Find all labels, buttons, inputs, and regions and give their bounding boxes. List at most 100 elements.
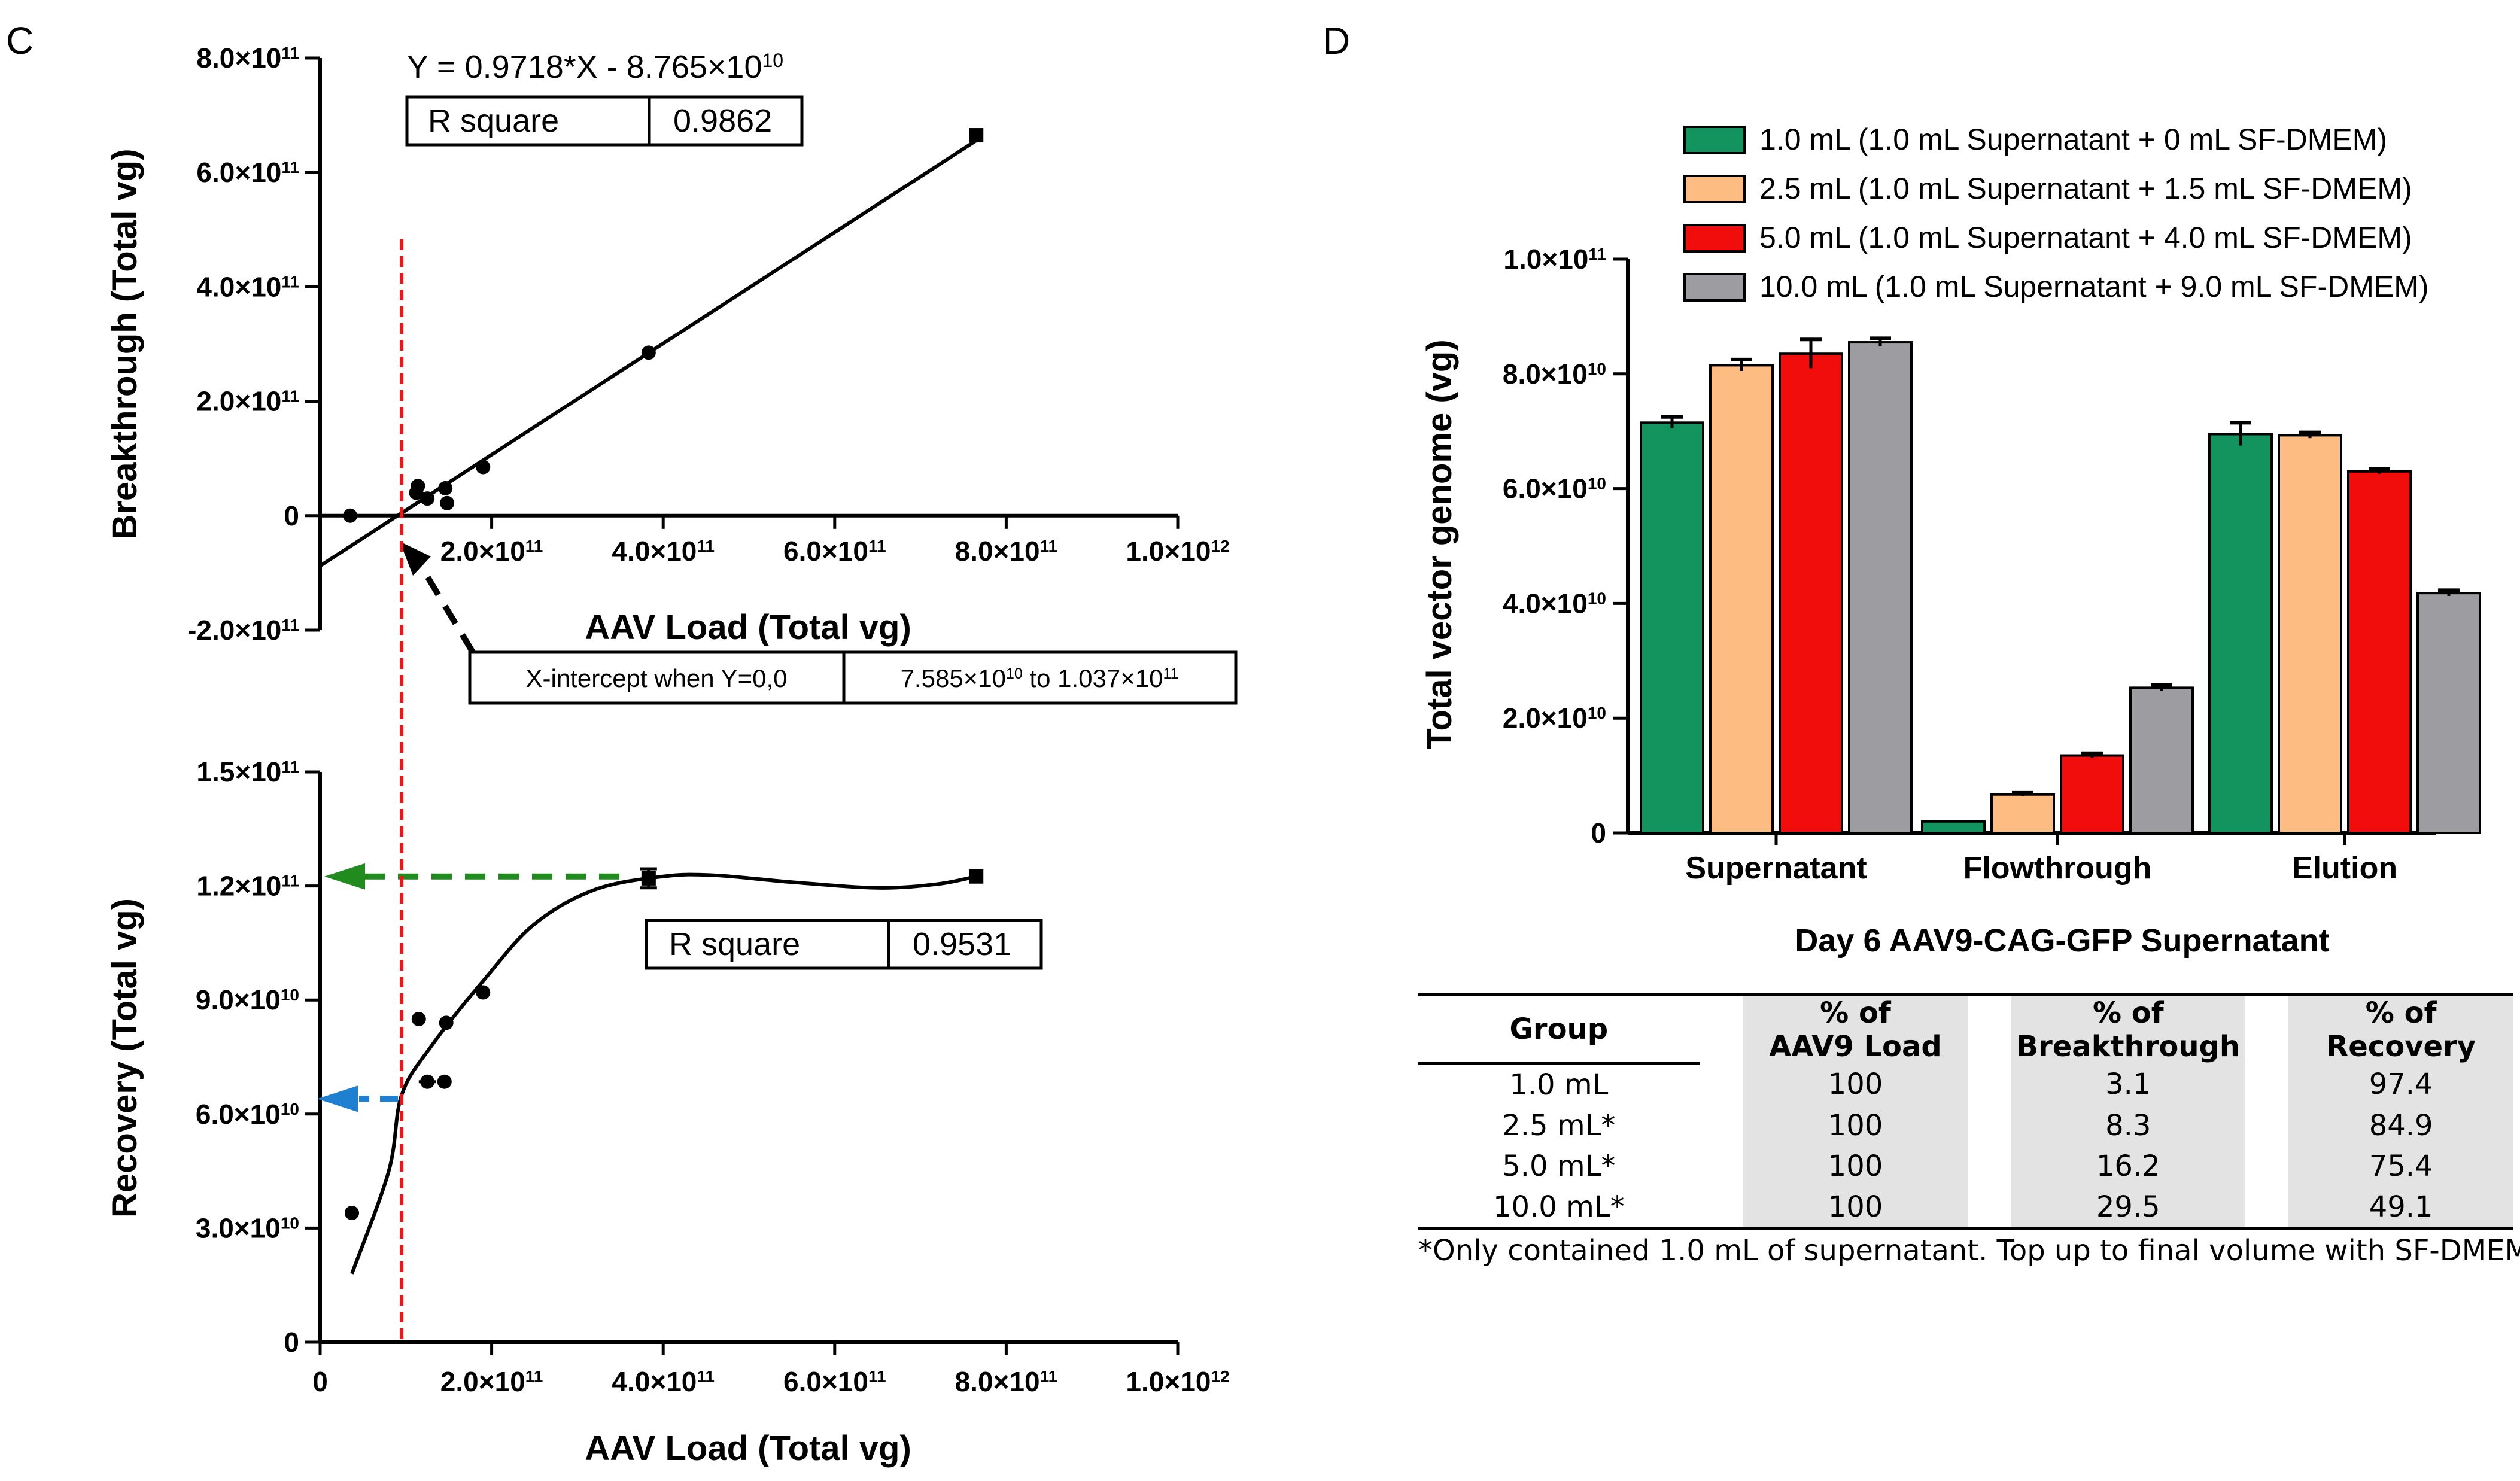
x-tick-label: 6.0×1011 (783, 536, 886, 567)
table-cell: 3.1 (2011, 1063, 2245, 1105)
bar (2347, 470, 2412, 834)
bar (2416, 592, 2481, 834)
y-tick-label: 2.0×1011 (196, 386, 299, 417)
table-cell: 49.1 (2288, 1187, 2513, 1230)
data-point (420, 491, 435, 506)
table-cell: 100 (1743, 1105, 1968, 1146)
table-cell: 100 (1743, 1146, 1968, 1187)
data-point (440, 495, 455, 510)
table-cell: 97.4 (2288, 1063, 2513, 1105)
r-square-box (405, 95, 804, 147)
data-point (641, 345, 656, 360)
x-intercept-value: 7.585×1010 to 1.037×1011 (901, 664, 1179, 692)
y-tick-label: 1.0×1011 (1503, 244, 1606, 275)
x-tick-label: 8.0×1011 (955, 536, 1058, 567)
data-point (641, 871, 656, 886)
x-axis-title: AAV Load (Total vg) (585, 608, 911, 647)
x-tick-label: 4.0×1011 (612, 536, 715, 567)
r-square-value: 0.9862 (673, 103, 772, 139)
x-intercept-label: X-intercept when Y=0,0 (525, 664, 787, 692)
data-point (476, 460, 491, 475)
chart-c-top: -2.0×1011 0 2.0×1011 4.0×1011 6.0×1011 8.0×10… (105, 42, 1238, 705)
fit-equation: Y = 0.9718*X - 8.765×1010 (407, 49, 783, 85)
arrow-head-icon (400, 542, 431, 576)
x-tick-label: Flowthrough (1963, 851, 2152, 886)
r-square-value: 0.9531 (913, 926, 1011, 962)
table-row: 2.5 mL* 100 8.3 84.9 (1418, 1105, 2513, 1146)
legend-label: 10.0 mL (1.0 mL Supernatant + 9.0 mL SF-… (1759, 270, 2429, 303)
chart-title: Day 6 AAV9-CAG-GFP Supernatant (1795, 923, 2329, 959)
data-point (411, 479, 425, 494)
data-point (969, 869, 984, 884)
r-square-label: R square (669, 926, 800, 962)
data-point (420, 1074, 435, 1089)
bar (2060, 754, 2124, 835)
y-tick-label: 8.0×1011 (196, 42, 299, 74)
legend-swatch (1683, 175, 1746, 203)
panel-label-c: C (6, 19, 34, 62)
y-tick-label: 1.5×1011 (196, 756, 299, 787)
table-cell: 1.0 mL (1418, 1062, 1700, 1105)
fit-curve (350, 872, 977, 1275)
chart-c-bottom: 0 3.0×1010 6.0×1010 9.0×1010 1.2×1011 1.5×101… (105, 756, 1230, 1468)
y-tick-label: 6.0×1010 (1503, 473, 1606, 504)
data-point (439, 1015, 454, 1030)
legend-label: 5.0 mL (1.0 mL Supernatant + 4.0 mL SF-D… (1759, 221, 2412, 254)
data-point (969, 128, 984, 143)
legend-swatch (1683, 273, 1746, 302)
bar (1848, 341, 1913, 834)
y-tick-label: 0 (284, 500, 299, 531)
y-axis-title: Recovery (Total vg) (105, 898, 144, 1218)
chart-d: 0 2.0×1010 4.0×1010 6.0×1010 8.0×1010 1.0×101… (1420, 123, 2481, 959)
blue-arrow-head-icon (317, 1085, 358, 1112)
data-point (476, 985, 491, 1000)
table-cell: 100 (1743, 1187, 1968, 1230)
y-tick-label: 6.0×1011 (196, 157, 299, 188)
y-tick-label: 4.0×1010 (1503, 588, 1606, 619)
table-cell: 5.0 mL* (1502, 1149, 1616, 1183)
y-tick-label: 9.0×1010 (196, 984, 299, 1015)
data-point (345, 1205, 360, 1220)
x-tick-label: 1.0×1012 (1126, 1366, 1229, 1397)
data-point (411, 1011, 426, 1026)
y-tick-label: 8.0×1010 (1503, 358, 1606, 390)
table-cell: 8.3 (2011, 1105, 2245, 1146)
table-row: 1.0 mL 100 3.1 97.4 (1418, 1062, 2513, 1105)
x-tick-label: Elution (2292, 851, 2397, 886)
legend-swatch (1683, 224, 1746, 253)
y-tick-label: 6.0×1010 (196, 1099, 299, 1130)
green-arrow-head-icon (324, 863, 365, 890)
x-tick-label: 8.0×1011 (955, 1366, 1058, 1397)
header-recovery: % of Recovery (2288, 993, 2513, 1063)
x-tick-label: 0 (312, 1366, 328, 1397)
table-cell: 75.4 (2288, 1146, 2513, 1187)
header-group: Group (1418, 993, 1700, 1063)
table-cell: 29.5 (2011, 1187, 2245, 1230)
table-row: 5.0 mL* 100 16.2 75.4 (1418, 1146, 2513, 1187)
r-square-box (645, 919, 1043, 970)
y-tick-label: 0 (1591, 817, 1606, 849)
bar (1921, 820, 1986, 834)
table-footnote: *Only contained 1.0 mL of supernatant. T… (1418, 1234, 2520, 1267)
bar (1990, 793, 2055, 834)
bar (1709, 364, 1774, 834)
table-cell: 100 (1743, 1063, 1968, 1105)
table-cell: 84.9 (2288, 1105, 2513, 1146)
legend-label: 1.0 mL (1.0 mL Supernatant + 0 mL SF-DME… (1759, 123, 2387, 156)
bar (2129, 686, 2194, 835)
x-tick-label: Supernatant (1685, 851, 1867, 886)
x-tick-label: 4.0×1011 (612, 1366, 715, 1397)
data-point (437, 1074, 452, 1089)
y-tick-label: -2.0×1011 (187, 615, 299, 646)
y-tick-label: 3.0×1010 (196, 1212, 299, 1243)
legend-swatch (1683, 126, 1746, 154)
bar (1640, 421, 1704, 834)
bar (1779, 352, 1843, 834)
y-tick-label: 1.2×1011 (196, 871, 299, 902)
r-square-label: R square (428, 103, 559, 139)
header-load: % of AAV9 Load (1743, 993, 1968, 1063)
y-tick-label: 0 (284, 1327, 299, 1358)
panel-label-d: D (1323, 19, 1350, 62)
x-tick-label: 1.0×1012 (1126, 536, 1229, 567)
